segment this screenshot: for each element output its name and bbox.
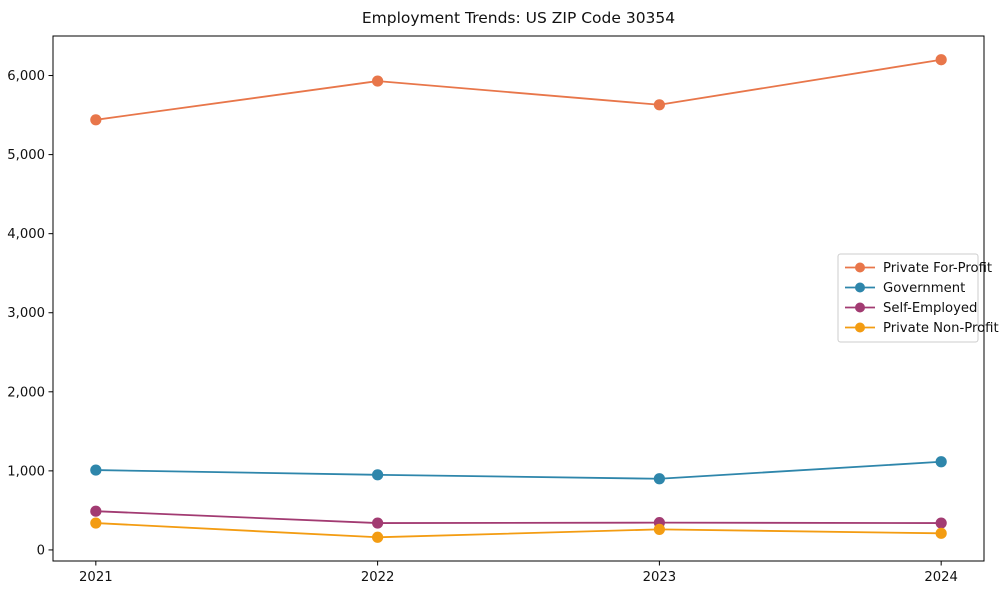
x-tick-label: 2024 bbox=[924, 570, 958, 585]
legend-box bbox=[837, 253, 979, 343]
data-point-private-for-profit-2024 bbox=[935, 54, 947, 66]
legend-label: Private Non-Profit bbox=[883, 321, 999, 336]
legend-item-self-employed: Self-Employed bbox=[845, 301, 977, 316]
legend: Private For-Profit Government Self-Employe… bbox=[837, 253, 999, 343]
series-line-private-for-profit bbox=[95, 58, 942, 121]
series-line-private-non-profit bbox=[95, 522, 942, 539]
legend-label: Self-Employed bbox=[883, 301, 977, 316]
data-point-private-non-profit-2021 bbox=[90, 517, 102, 529]
series-private-for-profit bbox=[90, 54, 947, 126]
data-point-self-employed-2021 bbox=[90, 505, 102, 517]
chart-title: Employment Trends: US ZIP Code 30354 bbox=[361, 9, 676, 27]
data-point-private-non-profit-2022 bbox=[372, 531, 384, 543]
x-tick-label: 2023 bbox=[643, 570, 677, 585]
series-line-self-employed bbox=[95, 510, 942, 524]
y-tick-label: 1,000 bbox=[7, 464, 45, 479]
legend-marker-dot bbox=[855, 262, 865, 273]
legend-marker-dot bbox=[855, 282, 865, 293]
data-point-private-for-profit-2023 bbox=[653, 99, 665, 111]
y-tick-label: 6,000 bbox=[7, 69, 45, 84]
data-point-private-non-profit-2023 bbox=[653, 523, 665, 535]
x-axis: 2021 2022 2023 2024 bbox=[79, 561, 958, 585]
data-point-self-employed-2022 bbox=[372, 517, 384, 529]
data-point-government-2023 bbox=[653, 473, 665, 485]
legend-item-private-for-profit: Private For-Profit bbox=[845, 261, 992, 276]
data-point-self-employed-2024 bbox=[935, 517, 947, 529]
data-point-private-for-profit-2021 bbox=[90, 114, 102, 126]
data-point-private-non-profit-2024 bbox=[935, 527, 947, 539]
y-tick-label: 5,000 bbox=[7, 148, 45, 163]
series-government bbox=[90, 456, 947, 485]
y-axis: 0 1,000 2,000 3,000 4,000 5,000 6,000 bbox=[7, 69, 53, 558]
x-tick-label: 2021 bbox=[79, 570, 113, 585]
series-private-non-profit bbox=[90, 517, 947, 543]
data-point-private-for-profit-2022 bbox=[372, 75, 384, 87]
series-line-government bbox=[95, 460, 942, 480]
legend-item-private-non-profit: Private Non-Profit bbox=[845, 321, 999, 336]
plot-border bbox=[52, 35, 985, 562]
y-tick-label: 2,000 bbox=[7, 385, 45, 400]
data-point-government-2022 bbox=[372, 469, 384, 481]
legend-label: Government bbox=[883, 281, 965, 296]
legend-item-government: Government bbox=[845, 281, 965, 296]
x-tick-label: 2022 bbox=[361, 570, 395, 585]
series-self-employed bbox=[90, 505, 947, 529]
y-tick-label: 0 bbox=[37, 543, 45, 558]
data-point-government-2024 bbox=[935, 456, 947, 468]
legend-label: Private For-Profit bbox=[883, 261, 992, 276]
legend-marker-dot bbox=[855, 302, 865, 313]
y-tick-label: 3,000 bbox=[7, 306, 45, 321]
data-point-government-2021 bbox=[90, 464, 102, 476]
y-tick-label: 4,000 bbox=[7, 227, 45, 242]
legend-marker-dot bbox=[855, 322, 865, 333]
